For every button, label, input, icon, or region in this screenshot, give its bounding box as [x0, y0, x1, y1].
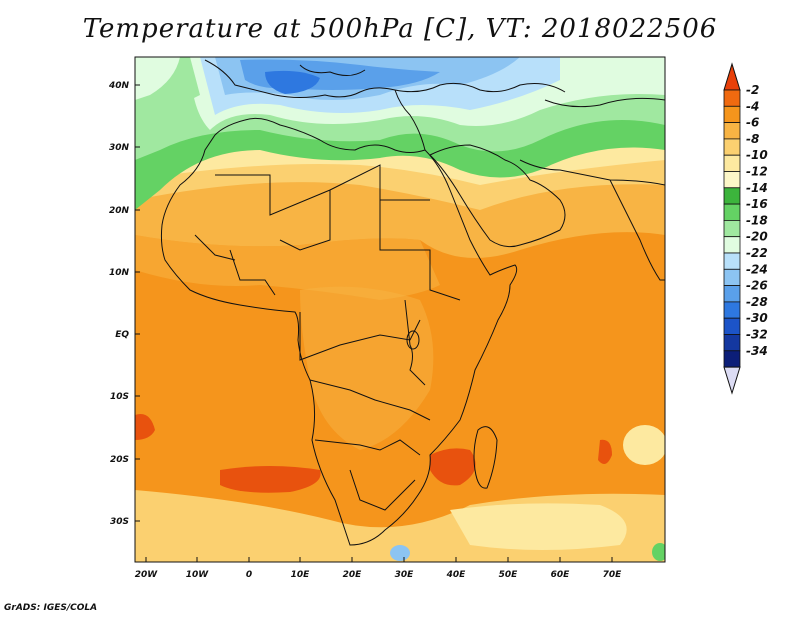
- colorbar-label: -34: [746, 344, 768, 358]
- lon-label: 20E: [343, 570, 363, 580]
- colorbar-box: [723, 203, 741, 221]
- coastlines: [160, 59, 665, 546]
- border-central-1: [299, 312, 421, 361]
- colorbar-label: -14: [746, 181, 768, 195]
- colorbar-label: -16: [746, 197, 768, 211]
- colorbar-label: -26: [746, 279, 768, 293]
- lat-axis: 40N 30N 20N 10N EQ 10S 20S 30S: [108, 81, 140, 527]
- lake-victoria: [406, 330, 420, 350]
- lon-label: 40E: [446, 570, 467, 580]
- colorbar-box: [723, 350, 741, 368]
- lat-label: 30N: [109, 143, 130, 153]
- iran-coast: [519, 159, 665, 186]
- credit-text: GrADS: IGES/COLA: [4, 603, 98, 613]
- colorbar-box: [723, 301, 741, 319]
- colorbar-label: -30: [746, 311, 768, 325]
- border-sudan: [379, 200, 461, 301]
- colorbar-label: -24: [746, 262, 768, 276]
- lon-label: 50E: [499, 570, 519, 580]
- colorbar-box: [723, 171, 741, 189]
- africa-coast: [160, 117, 518, 546]
- lon-axis: 20W 10W 0 10E 20E 30E 40E 50E 60E 70E: [135, 557, 622, 580]
- colorbar-box: [723, 122, 741, 140]
- lat-label: 20N: [109, 206, 130, 216]
- colorbar-label: -10: [746, 148, 768, 162]
- colorbar-label: -4: [746, 99, 759, 113]
- field-east-cream: [623, 425, 665, 465]
- field-hotspot-east: [598, 439, 612, 464]
- colorbar-box: [723, 285, 741, 303]
- border-south-2: [349, 469, 416, 511]
- field-south-green: [652, 543, 665, 561]
- lon-label: 70E: [603, 570, 623, 580]
- lat-label: 20S: [110, 455, 129, 465]
- colorbar-label: -18: [746, 213, 768, 227]
- colorbar-label: -22: [746, 246, 768, 260]
- field-south-blue: [390, 545, 410, 561]
- field-central: [300, 286, 434, 450]
- colorbar-box: [723, 154, 741, 172]
- arabia-coast: [429, 144, 566, 248]
- lon-label: 0: [246, 570, 252, 580]
- border-south-1: [314, 439, 421, 456]
- lon-label: 10W: [186, 570, 210, 580]
- colorbar-box: [723, 219, 741, 238]
- madagascar: [473, 426, 498, 489]
- colorbar-label: -28: [746, 295, 768, 309]
- colorbar-label: -2: [746, 83, 759, 97]
- colorbar-box: [723, 252, 741, 270]
- field-hotspot-west: [135, 414, 155, 440]
- colorbar-box: [723, 334, 741, 352]
- colorbar-label: -8: [746, 132, 759, 146]
- colorbar-top-arrow: [723, 62, 741, 91]
- field-dark-blue: [265, 70, 320, 94]
- colorbar-bottom-arrow: [723, 366, 741, 395]
- colorbar-box: [723, 105, 741, 124]
- italy-coast: [299, 64, 366, 76]
- lat-label: 40N: [108, 81, 130, 91]
- field-hotspot-atlantic: [220, 466, 321, 493]
- colorbar-label: -12: [746, 165, 768, 179]
- border-north-2: [279, 190, 331, 251]
- colorbar-box: [723, 89, 741, 107]
- map-frame: [134, 56, 666, 563]
- colorbar: -2 -4 -6 -8 -10 -12 -14 -16 -18 -20 -22 -24 -26 -28 -3…: [723, 62, 768, 395]
- lat-label: EQ: [115, 330, 129, 340]
- lon-label: 60E: [551, 570, 571, 580]
- colorbar-label: -20: [746, 230, 768, 244]
- map-title: Temperature at 500hPa [C], VT: 201802250…: [82, 14, 718, 44]
- field-topleft-pale: [135, 57, 180, 100]
- lat-label: 30S: [110, 517, 129, 527]
- lon-label: 20W: [135, 570, 159, 580]
- border-central-2: [309, 379, 431, 421]
- border-west-1: [229, 249, 276, 296]
- lakes-region: [404, 299, 426, 386]
- colorbar-box: [723, 187, 741, 205]
- lon-label: 10E: [291, 570, 311, 580]
- lon-label: 30E: [395, 570, 415, 580]
- colorbar-box: [723, 268, 741, 286]
- colorbar-box: [723, 236, 741, 254]
- lat-label: 10N: [109, 268, 130, 278]
- europe-coast: [204, 59, 566, 98]
- lat-label: 10S: [110, 392, 129, 402]
- india-coast: [609, 179, 665, 281]
- colorbar-box: [723, 138, 741, 156]
- temperature-field: [135, 57, 665, 562]
- field-hotspot-mozambique: [430, 448, 476, 486]
- field-south-cream: [450, 503, 627, 550]
- colorbar-box: [723, 317, 741, 335]
- colorbar-label: -32: [746, 328, 768, 342]
- levant-coast: [394, 89, 426, 151]
- colorbar-label: -6: [746, 116, 759, 130]
- asia-border: [544, 97, 665, 108]
- border-west-2: [194, 234, 236, 261]
